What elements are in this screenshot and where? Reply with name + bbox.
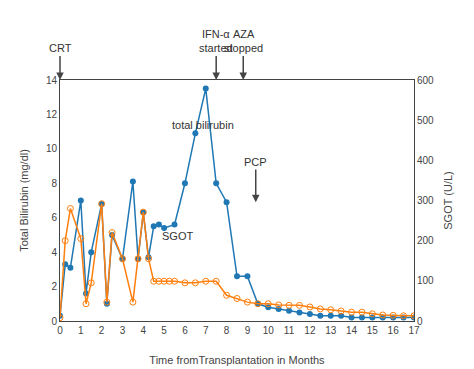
svg-text:500: 500 — [417, 115, 434, 126]
svg-text:200: 200 — [417, 235, 434, 246]
svg-text:600: 600 — [417, 75, 434, 86]
svg-text:16: 16 — [388, 325, 400, 336]
svg-text:10: 10 — [263, 325, 275, 336]
svg-text:total bilirubin: total bilirubin — [172, 119, 234, 131]
svg-text:4: 4 — [141, 325, 147, 336]
svg-text:10: 10 — [46, 143, 58, 154]
svg-text:Total Bilirubin (mg/dl): Total Bilirubin (mg/dl) — [18, 149, 30, 252]
svg-text:12: 12 — [46, 109, 58, 120]
svg-text:6: 6 — [51, 212, 57, 223]
svg-text:0: 0 — [51, 316, 57, 327]
svg-text:8: 8 — [224, 325, 230, 336]
svg-text:11: 11 — [284, 325, 295, 336]
svg-text:17: 17 — [408, 325, 420, 336]
svg-text:4: 4 — [51, 247, 57, 258]
svg-text:12: 12 — [304, 325, 316, 336]
svg-text:14: 14 — [346, 325, 358, 336]
svg-text:SGOT (U/L): SGOT (U/L) — [442, 171, 454, 229]
svg-text:2: 2 — [51, 281, 57, 292]
svg-text:7: 7 — [203, 325, 209, 336]
svg-text:15: 15 — [367, 325, 379, 336]
svg-text:AZAstopped: AZAstopped — [224, 28, 263, 54]
svg-text:CRT: CRT — [49, 42, 72, 54]
svg-text:2: 2 — [99, 325, 105, 336]
svg-text:13: 13 — [325, 325, 337, 336]
svg-text:3: 3 — [120, 325, 126, 336]
svg-text:14: 14 — [46, 75, 58, 86]
svg-text:IFN-αstarted: IFN-αstarted — [199, 28, 233, 54]
svg-text:9: 9 — [245, 325, 251, 336]
svg-text:0: 0 — [57, 325, 63, 336]
svg-text:1: 1 — [78, 325, 84, 336]
svg-text:0: 0 — [417, 316, 423, 327]
svg-text:6: 6 — [182, 325, 188, 336]
svg-text:5: 5 — [161, 325, 167, 336]
svg-text:400: 400 — [417, 155, 434, 166]
svg-text:SGOT: SGOT — [162, 230, 193, 242]
svg-text:PCP: PCP — [244, 156, 267, 168]
svg-text:Time fromTransplantation in Mo: Time fromTransplantation in Months — [149, 354, 325, 366]
svg-text:8: 8 — [51, 178, 57, 189]
svg-text:300: 300 — [417, 195, 434, 206]
svg-text:100: 100 — [417, 275, 434, 286]
